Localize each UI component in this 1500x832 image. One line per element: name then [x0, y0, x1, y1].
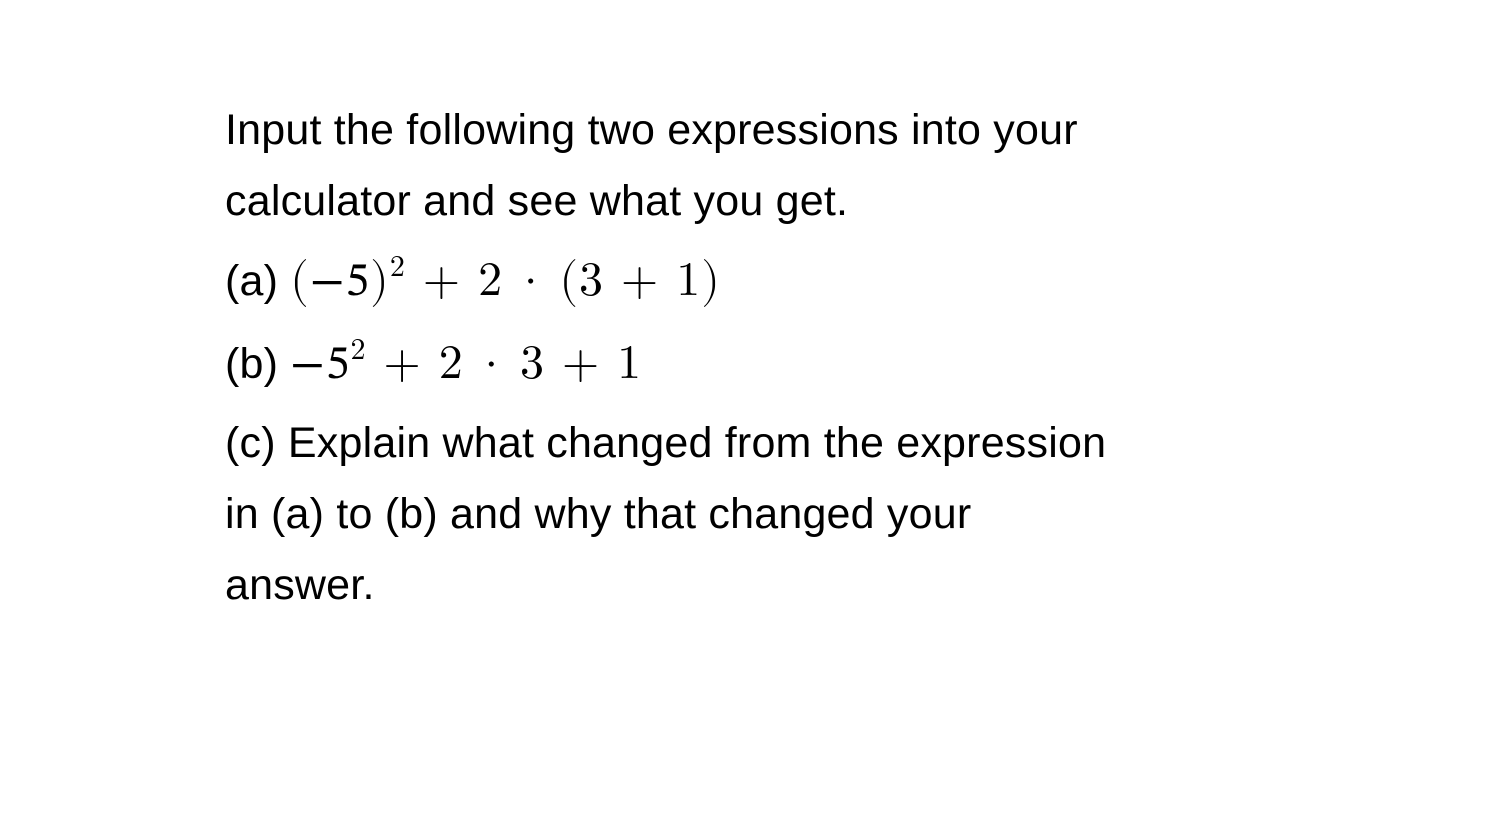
paren-3-plus-1: (3 + 1) [559, 257, 721, 305]
close-paren: ) [370, 257, 390, 305]
intro-text: Input the following two expressions into… [225, 95, 1360, 237]
exponent-2: 2 [390, 252, 406, 282]
neg-five: −5 [310, 259, 370, 307]
plus-two: + 2 [406, 257, 503, 305]
neg-five-b: −5 [290, 342, 350, 390]
part-b-label: (b) [225, 329, 278, 400]
part-c-line3: answer. [225, 561, 375, 609]
intro-line2: calculator and see what you get. [225, 177, 848, 225]
part-a-expression: (−5)2 + 2 · (3 + 1) [290, 242, 721, 323]
rest-b: 3 + 1 [520, 340, 642, 388]
intro-line1: Input the following two expressions into… [225, 106, 1078, 154]
part-c-label: (c) [225, 419, 288, 467]
open-paren: ( [290, 257, 310, 305]
part-b-expression: −52 + 2 · 3 + 1 [290, 325, 642, 406]
part-c: (c) Explain what changed from the expres… [225, 408, 1360, 621]
mult-dot: · [524, 255, 538, 303]
plus-two-b: + 2 [366, 340, 463, 388]
problem-content: Input the following two expressions into… [225, 95, 1360, 621]
part-a-label: (a) [225, 246, 278, 317]
part-b: (b) −52 + 2 · 3 + 1 [225, 325, 1360, 406]
mult-dot-b: · [485, 338, 499, 386]
part-a: (a) (−5)2 + 2 · (3 + 1) [225, 242, 1360, 323]
exponent-2-b: 2 [350, 335, 366, 365]
part-c-line1: Explain what changed from the expression [288, 419, 1106, 467]
part-c-line2: in (a) to (b) and why that changed your [225, 490, 971, 538]
